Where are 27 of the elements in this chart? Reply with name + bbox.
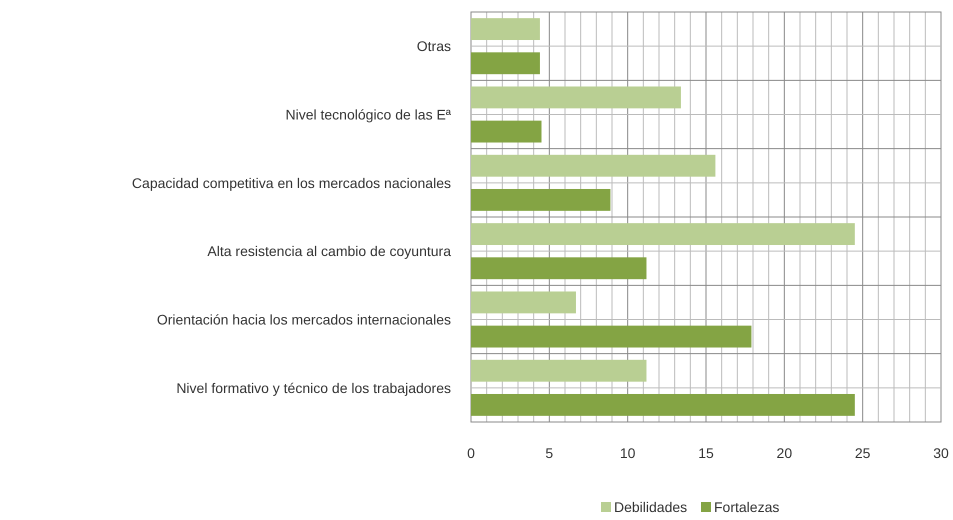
bar [471, 223, 855, 246]
bar [471, 86, 681, 108]
bar [471, 18, 540, 40]
y-tick-label: Otras [416, 38, 451, 54]
y-tick-label: Alta resistencia al cambio de coyuntura [207, 243, 452, 260]
bar [471, 52, 540, 74]
y-tick-label: Capacidad competitiva en los mercados nacionales [132, 174, 451, 191]
x-tick-label: 0 [467, 445, 476, 461]
bar [471, 291, 576, 314]
bar [471, 257, 646, 280]
x-tick-label: 15 [698, 445, 714, 461]
bar [471, 360, 646, 382]
y-tick-label: Nivel formativo y técnico de los trabajadores [176, 380, 451, 396]
y-tick-label: Orientación hacia los mercados internacionales [156, 312, 451, 328]
bar [471, 120, 542, 143]
bar [471, 188, 610, 211]
x-tick-label: 20 [776, 445, 792, 461]
x-tick-label: 5 [545, 445, 554, 461]
y-tick-label: Nivel tecnológico de las Eª [286, 106, 452, 122]
legend-label: Fortalezas [714, 499, 780, 515]
bar [471, 394, 855, 416]
x-tick-label: 10 [620, 445, 636, 461]
legend-label: Debilidades [614, 499, 688, 515]
x-tick-label: 30 [933, 445, 949, 461]
bar [471, 154, 716, 177]
x-tick-label: 25 [854, 445, 871, 461]
bar [471, 326, 752, 348]
